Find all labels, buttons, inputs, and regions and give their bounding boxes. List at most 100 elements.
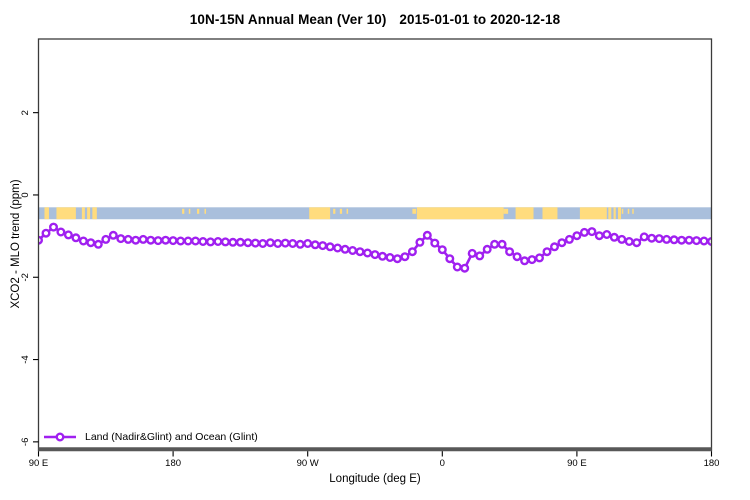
series-marker (609, 232, 619, 242)
map-band-land-dot (197, 208, 200, 214)
map-band-land-segment (542, 207, 558, 220)
x-tick-label: 90 E (567, 458, 587, 469)
y-tick-label: 0 (20, 192, 31, 197)
map-band-land-segment (44, 207, 49, 220)
series-marker (407, 247, 417, 257)
series-marker (677, 235, 687, 245)
series-marker (467, 248, 477, 258)
series-marker (161, 235, 171, 245)
series-marker (527, 255, 537, 265)
y-tick-label: -2 (20, 273, 31, 281)
series-marker (71, 233, 81, 243)
map-band-land-segment (416, 207, 504, 220)
series-marker (475, 251, 485, 261)
series-marker (49, 222, 59, 232)
series-marker (93, 239, 103, 249)
series-marker (430, 238, 440, 248)
series-marker (138, 234, 148, 244)
series-marker (325, 242, 335, 252)
series-marker (542, 247, 552, 257)
map-band-land-dot (412, 208, 417, 214)
series-marker (123, 234, 133, 244)
series-marker (41, 228, 51, 238)
series-marker (310, 240, 320, 250)
series-marker (258, 238, 268, 248)
map-band-land-segment (92, 207, 97, 220)
series-marker (624, 236, 634, 246)
series-marker (422, 230, 432, 240)
x-axis-label: Longitude (deg E) (329, 473, 421, 485)
series-marker (490, 239, 500, 249)
map-band-land-segment (618, 207, 622, 220)
series-marker (392, 254, 402, 264)
x-tick-label: 0 (440, 458, 445, 469)
series-marker (108, 230, 118, 240)
series-marker (452, 262, 462, 272)
series-marker (190, 236, 200, 246)
series-marker (520, 256, 530, 266)
series-marker (63, 230, 73, 240)
map-band-land-segment (515, 207, 534, 220)
x-tick-label: 180 (165, 458, 181, 469)
series-marker (460, 263, 470, 273)
series-marker (587, 227, 597, 237)
series-marker (101, 234, 111, 244)
series-marker (235, 237, 245, 247)
plot-inner (38, 207, 712, 273)
series-marker (348, 245, 358, 255)
series-marker (445, 254, 455, 264)
series-marker (250, 238, 260, 248)
series-marker (146, 235, 156, 245)
series-marker (512, 252, 522, 262)
series-marker (564, 234, 574, 244)
series-marker (550, 242, 560, 252)
series-marker (699, 236, 709, 246)
series-marker (243, 238, 253, 248)
map-band-land-dot (204, 208, 207, 214)
series-marker (56, 227, 66, 237)
series-marker (707, 237, 712, 246)
series-marker (400, 252, 410, 262)
series-marker (205, 237, 215, 247)
map-band-land-dot (182, 208, 185, 214)
legend-label: Land (Nadir&Glint) and Ocean (Glint) (85, 431, 258, 443)
series-marker (385, 252, 395, 262)
series-marker (198, 236, 208, 246)
series-marker (692, 236, 702, 246)
map-band-land-dot (627, 208, 630, 214)
series-marker (220, 237, 230, 247)
map-band-land-dot (621, 208, 624, 214)
legend-marker-icon (44, 432, 76, 442)
series-marker (594, 231, 604, 241)
map-band-land-dot (333, 208, 336, 214)
series-marker (183, 236, 193, 246)
map-band-land-segment (309, 207, 331, 220)
series-marker (78, 236, 88, 246)
series-marker (288, 238, 298, 248)
series-marker (228, 237, 238, 247)
map-band-land-segment (87, 207, 91, 220)
series-marker (654, 234, 664, 244)
series-marker (632, 238, 642, 248)
series-marker (318, 241, 328, 251)
x-tick-label: 90 E (29, 458, 49, 469)
y-tick-label: -6 (20, 438, 31, 446)
series-marker (363, 248, 373, 258)
series-marker (557, 238, 567, 248)
plot-box (37, 38, 713, 452)
map-band-land-dot (188, 208, 191, 214)
series-marker (669, 235, 679, 245)
series-marker (662, 234, 672, 244)
map-band-ocean (38, 207, 712, 220)
series-marker (497, 239, 507, 249)
series-marker (168, 236, 178, 246)
series-marker (116, 234, 126, 244)
map-band-land-segment (56, 207, 76, 220)
series-marker (295, 239, 305, 249)
map-band-land-segment (81, 207, 85, 220)
series-marker (176, 236, 186, 246)
series-marker (333, 243, 343, 253)
series-marker (602, 229, 612, 239)
map-band-land-dot (346, 208, 349, 214)
y-axis-label: XCO2 - MLO trend (ppm) (10, 179, 22, 309)
